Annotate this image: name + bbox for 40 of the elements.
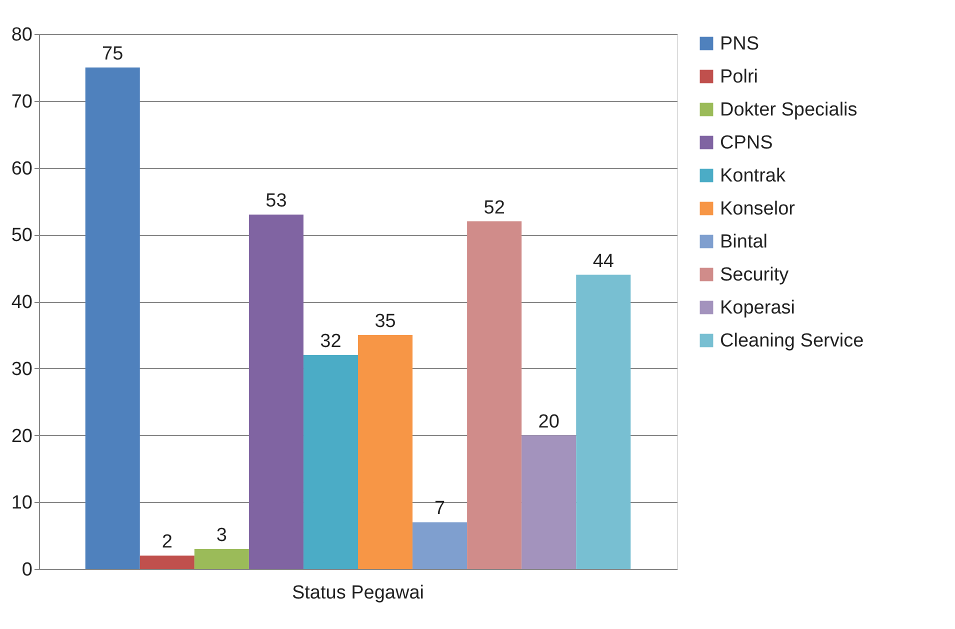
legend-label: Dokter Specialis: [720, 100, 858, 120]
bar: [358, 334, 413, 569]
legend-label: Bintal: [720, 232, 768, 252]
data-label: 52: [484, 197, 505, 218]
bar: [576, 274, 631, 569]
data-label: 32: [320, 331, 342, 352]
y-tick-label: 80: [11, 24, 32, 46]
data-label: 2: [162, 532, 172, 553]
data-label: 3: [216, 524, 227, 546]
bar: [248, 214, 304, 569]
data-label: 20: [538, 411, 560, 432]
legend-label: Konselor: [720, 198, 796, 220]
bar: [194, 548, 249, 569]
legend-label: PNS: [720, 34, 760, 54]
y-tick-label: 40: [11, 292, 32, 313]
data-label: 44: [592, 250, 614, 272]
y-tick-label: 0: [22, 560, 32, 580]
legend-label: Polri: [720, 66, 758, 88]
data-label: 53: [266, 190, 287, 212]
data-label: 75: [102, 43, 124, 64]
bar: [412, 522, 468, 569]
data-label: 35: [374, 310, 396, 332]
legend-label: Security: [720, 264, 790, 286]
legend-label: Cleaning Service: [720, 330, 864, 352]
bar: [140, 556, 194, 569]
bar: [85, 67, 140, 569]
data-label: 7: [434, 498, 446, 520]
bar: [467, 221, 522, 569]
x-tick-label: Status Pegawai: [292, 582, 424, 604]
y-tick-label: 50: [11, 225, 32, 246]
y-tick-label: 30: [11, 358, 32, 380]
y-tick-label: 20: [11, 426, 32, 447]
bar: [303, 355, 358, 569]
legend-label: Koperasi: [720, 298, 795, 318]
legend-label: CPNS: [720, 132, 773, 154]
y-tick-label: 70: [11, 91, 32, 112]
y-tick-label: 10: [11, 492, 32, 514]
legend-label: Kontrak: [720, 166, 786, 186]
y-tick-label: 60: [11, 158, 32, 180]
bar: [522, 435, 576, 569]
